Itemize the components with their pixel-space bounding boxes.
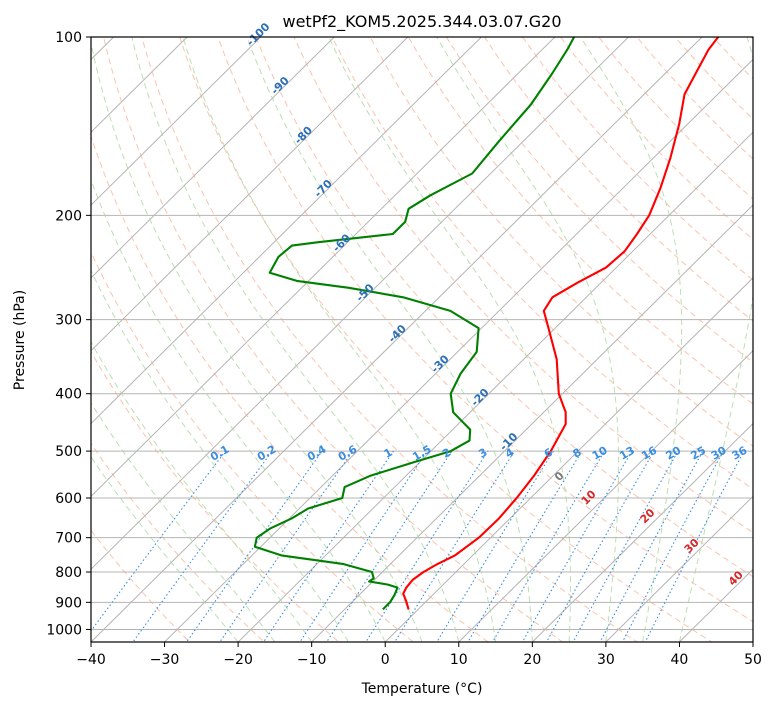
mixing-ratio-line xyxy=(572,450,679,642)
mixing-ratio-line xyxy=(132,450,273,642)
x-tick-label: 20 xyxy=(523,652,541,668)
isotherm-line xyxy=(310,204,753,642)
moist-adiabat xyxy=(580,37,683,642)
mixing-ratio-line xyxy=(299,450,428,642)
dry-adiabat xyxy=(91,350,340,642)
y-tick-label: 300 xyxy=(55,313,82,329)
isotherm-line xyxy=(91,37,335,279)
moist-adiabat xyxy=(91,40,423,642)
x-tick-label: 30 xyxy=(597,652,615,668)
mixing-ratio-line xyxy=(467,450,583,642)
mixing-ratio-line xyxy=(262,450,394,642)
reference-lines xyxy=(91,37,753,642)
dewpoint-profile-line xyxy=(253,37,576,611)
sounding-profiles xyxy=(253,37,720,611)
dry-adiabat xyxy=(91,134,489,642)
y-tick-label: 100 xyxy=(55,30,82,46)
chart-title: wetPf2_KOM5.2025.344.03.07.G20 xyxy=(282,12,561,32)
moist-adiabat xyxy=(328,37,571,642)
moist-adiabat xyxy=(436,37,620,642)
dry-adiabat xyxy=(407,37,753,405)
moist-adiabat xyxy=(91,401,276,642)
y-axis-label: Pressure (hPa) xyxy=(12,290,28,390)
y-tick-label: 800 xyxy=(55,565,82,581)
isotherm-line xyxy=(91,37,188,133)
dry-adiabat xyxy=(445,37,753,363)
dry-adiabat xyxy=(103,37,564,642)
isotherm-line xyxy=(458,349,753,642)
mixing-ratio-line xyxy=(326,450,453,642)
axes: −40 −30 −20 −10 0 10 20 30 40 50 1000 900 800 700 600 5… xyxy=(46,30,762,668)
y-tick-label: 1000 xyxy=(46,622,82,638)
y-tick-label: 500 xyxy=(55,444,82,460)
x-tick-label: −30 xyxy=(150,652,180,668)
y-tick-label: 700 xyxy=(55,531,82,547)
y-tick-label: 200 xyxy=(55,208,82,224)
mixing-ratio-line xyxy=(365,450,489,642)
x-tick-label: 40 xyxy=(671,652,689,668)
dry-adiabat xyxy=(255,37,753,578)
isotherm-line xyxy=(531,422,753,642)
dry-adiabat xyxy=(141,37,639,642)
dry-adiabat xyxy=(369,37,753,447)
x-tick-label: 0 xyxy=(381,652,390,668)
dry-adiabat xyxy=(293,37,753,534)
moist-adiabat xyxy=(131,37,460,642)
x-tick-label: 50 xyxy=(744,652,762,668)
isotherm-line xyxy=(91,37,703,642)
y-tick-label: 400 xyxy=(55,387,82,403)
dry-adiabat xyxy=(179,37,713,642)
x-tick-label: −40 xyxy=(76,652,106,668)
mixing-ratio-line xyxy=(394,450,516,642)
temperature-profile-line xyxy=(402,37,720,610)
isotherm-line xyxy=(91,37,409,352)
isotherm-line xyxy=(91,37,630,570)
x-axis-label: Temperature (°C) xyxy=(361,681,483,697)
mixing-ratio-line xyxy=(599,450,704,642)
isotherm-line xyxy=(384,277,753,642)
moist-adiabat xyxy=(246,37,533,642)
y-tick-label: 600 xyxy=(55,491,82,507)
x-tick-label: −10 xyxy=(297,652,327,668)
x-tick-label: −20 xyxy=(223,652,253,668)
y-tick-label: 900 xyxy=(55,595,82,611)
isotherm-line xyxy=(237,131,753,642)
mixing-ratio-line xyxy=(492,450,606,642)
mixing-ratio-line xyxy=(521,450,633,642)
moist-adiabat xyxy=(91,456,239,642)
mixing-ratio-line xyxy=(436,450,554,642)
mixing-ratio-line xyxy=(621,450,724,642)
isotherm-line xyxy=(91,37,262,206)
dry-adiabat xyxy=(217,37,753,623)
mixing-ratio-line xyxy=(185,450,323,642)
isotherm-line xyxy=(91,37,483,425)
plot-frame xyxy=(90,36,754,643)
dry-adiabat xyxy=(91,442,266,642)
moist-adiabat xyxy=(91,269,349,642)
isotherm-line xyxy=(91,37,556,498)
isotherm-line xyxy=(605,495,753,642)
x-tick-label: 10 xyxy=(450,652,468,668)
dry-adiabat xyxy=(91,250,415,642)
dry-adiabat xyxy=(483,37,753,322)
moist-adiabat xyxy=(91,341,313,642)
moist-adiabat xyxy=(678,37,753,642)
